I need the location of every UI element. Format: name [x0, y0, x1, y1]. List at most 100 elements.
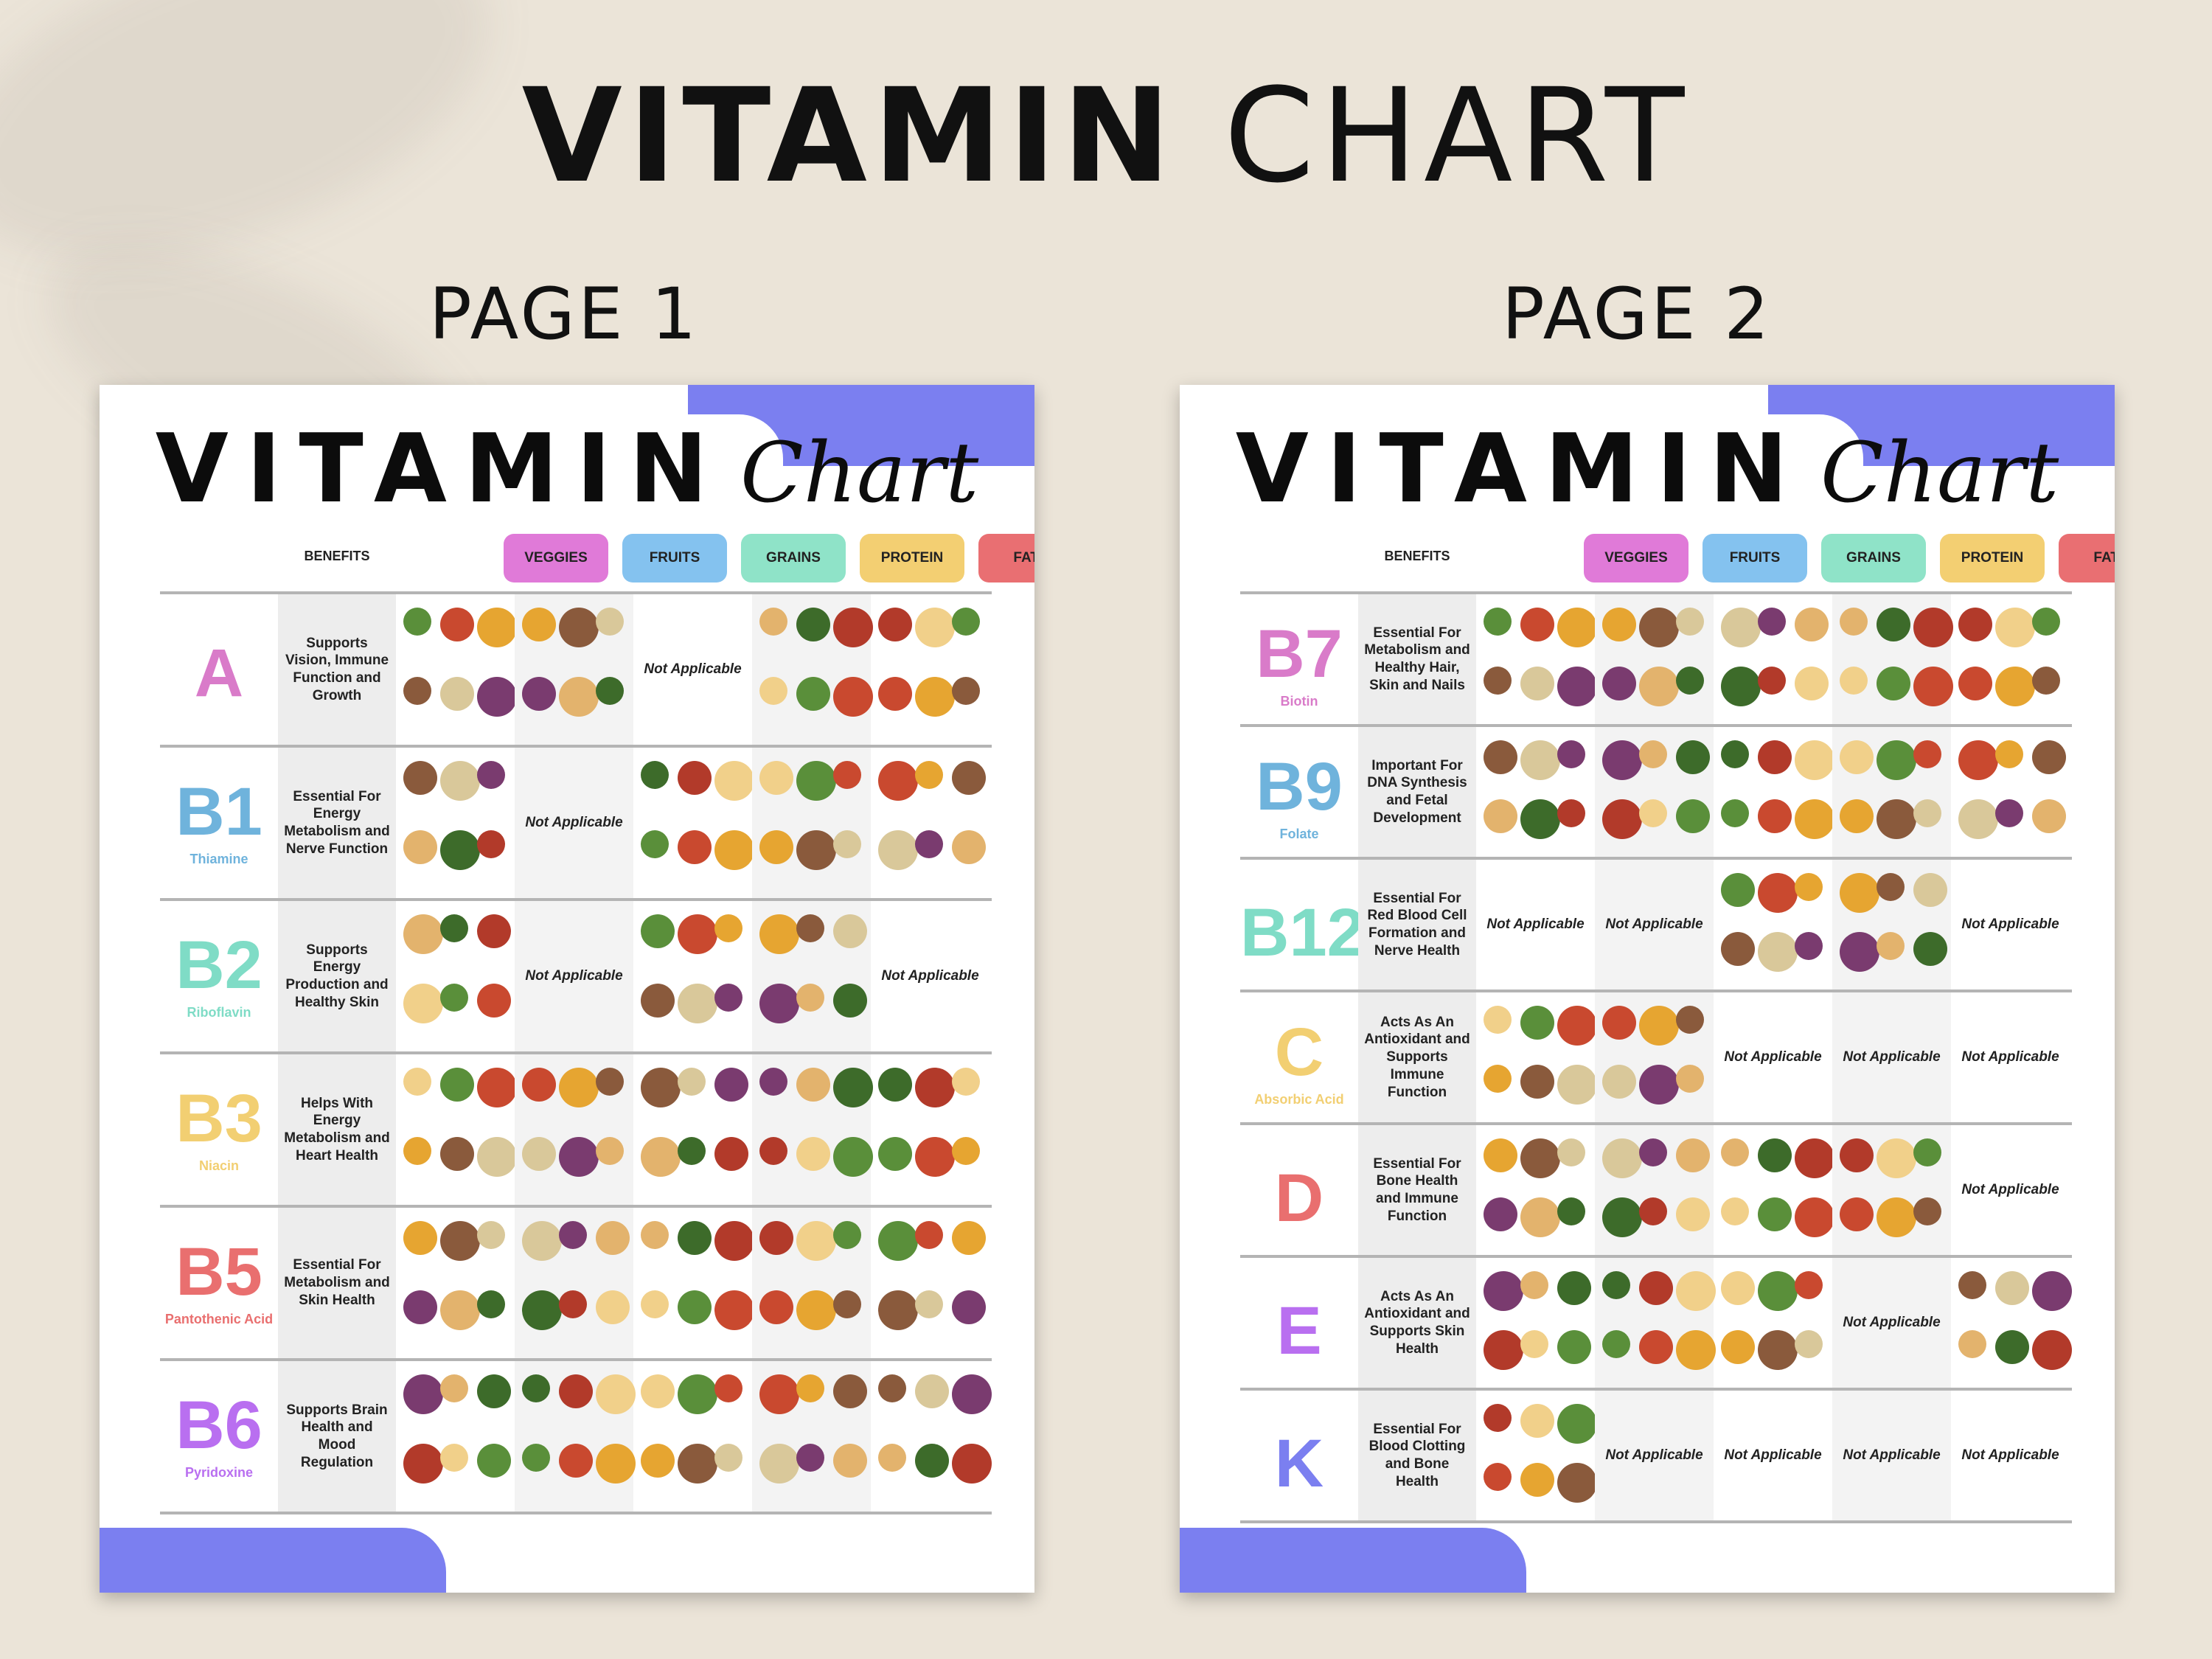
vitamin-letter: K [1274, 1426, 1324, 1501]
food-icon [1557, 1404, 1597, 1444]
vitamin-row: B6 Pyridoxine Supports Brain Health and Mo… [160, 1358, 992, 1514]
food-icon [440, 1374, 468, 1402]
food-icon [1840, 932, 1879, 972]
food-icon [1557, 1138, 1585, 1166]
food-icon [1995, 608, 2035, 647]
food-icon [952, 830, 986, 864]
vitamin-label: B7 Biotin [1240, 594, 1358, 724]
food-icon [477, 1290, 505, 1318]
food-icon [1520, 1138, 1560, 1178]
not-applicable-text: Not Applicable [1961, 1181, 2059, 1197]
food-icon [714, 914, 742, 942]
food-icon [796, 1444, 824, 1472]
food-illustrations [1714, 860, 1832, 990]
header-grains: GRAINS [741, 534, 846, 582]
food-icon [759, 677, 787, 705]
food-icon [559, 1068, 599, 1107]
food-icon [596, 1444, 636, 1484]
food-icon [1877, 799, 1916, 839]
food-icon [596, 1290, 630, 1324]
food-icon [1557, 1006, 1597, 1046]
food-icon [915, 1444, 949, 1478]
food-icon [833, 1221, 861, 1249]
food-icon [1484, 799, 1517, 833]
food-icon [915, 1374, 949, 1408]
food-icon [878, 1137, 912, 1171]
food-icon [1676, 740, 1710, 774]
header-fats: FATS [2059, 534, 2115, 582]
food-icon [440, 761, 480, 801]
food-illustrations [752, 748, 871, 898]
food-icon [714, 830, 754, 870]
food-icon [833, 1374, 867, 1408]
vitamin-label: B5 Pantothenic Acid [160, 1208, 278, 1358]
header-veggies: VEGGIES [1584, 534, 1688, 582]
food-icon [1639, 1138, 1667, 1166]
food-icon [1840, 740, 1874, 774]
food-illustrations [633, 1208, 754, 1358]
corner-tab-bottom [1180, 1528, 1526, 1593]
food-icon [1995, 799, 2023, 827]
food-icon [1758, 1330, 1798, 1370]
not-applicable-text: Not Applicable [1605, 916, 1703, 932]
not-applicable-text: Not Applicable [1724, 1048, 1822, 1065]
not-applicable-cell: Not Applicable [1951, 1125, 2070, 1255]
food-icon [1758, 740, 1792, 774]
food-icon [1721, 1330, 1755, 1364]
food-icon [440, 608, 474, 641]
not-applicable-cell: Not Applicable [1832, 1391, 1951, 1520]
food-icon [596, 608, 624, 636]
food-icon [796, 761, 836, 801]
food-icon [477, 984, 511, 1018]
vitamin-alias: Folate [1279, 827, 1319, 841]
food-icon [641, 1137, 681, 1177]
not-applicable-text: Not Applicable [1961, 916, 2059, 932]
food-icon [440, 914, 468, 942]
food-illustrations [1476, 1258, 1595, 1388]
header-fruits: FRUITS [1703, 534, 1807, 582]
food-icon [678, 984, 717, 1023]
food-icon [403, 1444, 443, 1484]
not-applicable-text: Not Applicable [1961, 1048, 2059, 1065]
food-illustrations [752, 901, 871, 1051]
food-icon [1795, 1197, 1834, 1237]
food-icon [1676, 1271, 1716, 1311]
vitamin-alias: Pantothenic Acid [164, 1312, 274, 1326]
food-icon [1639, 799, 1667, 827]
food-icon [1995, 1330, 2029, 1364]
food-icon [1758, 1271, 1798, 1311]
food-icon [1676, 608, 1704, 636]
benefit-text: Helps With Energy Metabolism and Heart H… [278, 1054, 396, 1205]
food-icon [1958, 608, 1992, 641]
food-icon [1840, 799, 1874, 833]
food-icon [1758, 932, 1798, 972]
food-icon [1602, 1006, 1636, 1040]
vitamin-letter: B2 [175, 928, 262, 1003]
benefit-text: Supports Vision, Immune Function and Gro… [278, 594, 396, 745]
food-illustrations [515, 1208, 633, 1358]
food-icon [952, 1068, 980, 1096]
food-icon [1639, 1330, 1673, 1364]
food-icon [403, 830, 437, 864]
not-applicable-text: Not Applicable [644, 661, 742, 677]
food-icon [522, 1221, 562, 1261]
vitamin-letter: B7 [1256, 616, 1343, 692]
food-icon [796, 830, 836, 870]
vitamin-row: B1 Thiamine Essential For Energy Metabolis… [160, 745, 992, 898]
vitamin-row: D Essential For Bone Health and Immune Fu… [1240, 1122, 2072, 1255]
food-icon [759, 914, 799, 954]
food-icon [833, 1068, 873, 1107]
food-icon [1520, 1271, 1548, 1299]
not-applicable-cell: Not Applicable [515, 901, 633, 1051]
food-icon [714, 1290, 754, 1330]
food-illustrations [1832, 727, 1951, 857]
food-icon [796, 914, 824, 942]
food-icon [759, 1374, 799, 1414]
not-applicable-text: Not Applicable [1961, 1447, 2059, 1463]
food-icon [559, 1444, 593, 1478]
food-icon [477, 1374, 511, 1408]
food-icon [1913, 799, 1941, 827]
food-illustrations [752, 1054, 873, 1205]
food-icon [559, 608, 599, 647]
header-veggies: VEGGIES [504, 534, 608, 582]
